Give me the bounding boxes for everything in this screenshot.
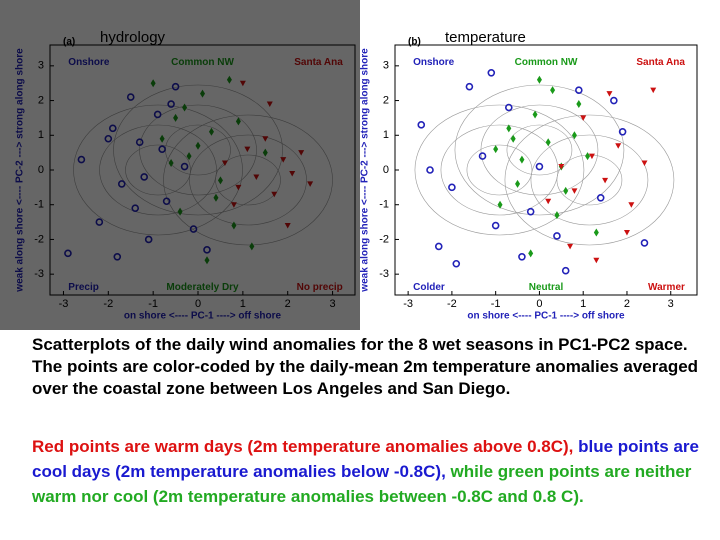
x-tick-label: 1 <box>580 298 586 310</box>
point <box>596 193 605 202</box>
legend-text-segment: while green points are neither warm nor … <box>32 462 692 506</box>
x-tick-label: -3 <box>403 298 413 310</box>
point <box>426 166 434 174</box>
plot-frame <box>394 44 698 296</box>
contour <box>504 114 675 246</box>
annotation: Colder <box>413 282 445 293</box>
point <box>518 253 526 261</box>
point <box>558 164 565 170</box>
point <box>641 160 648 167</box>
point <box>553 232 561 240</box>
y-tick-label: -1 <box>379 199 389 211</box>
point <box>615 143 622 149</box>
point <box>478 152 487 160</box>
point <box>576 100 582 109</box>
point <box>545 138 551 147</box>
dim-overlay <box>0 0 360 330</box>
point <box>628 202 635 208</box>
y-axis-label: weak along shore <---- PC-2 ---> strong … <box>360 48 371 293</box>
point <box>465 82 474 91</box>
point <box>588 153 595 160</box>
point <box>532 110 538 119</box>
annotation: Common NW <box>515 57 578 68</box>
point <box>519 155 525 164</box>
point <box>554 211 560 220</box>
legend-text-segment: blue points are cool days (2m temperatur… <box>32 437 700 481</box>
caption: Scatterplots of the daily wind anomalies… <box>32 335 699 398</box>
annotation: Santa Ana <box>636 57 685 68</box>
contour <box>506 124 573 176</box>
point <box>535 162 544 171</box>
y-tick-label: 1 <box>383 129 389 141</box>
scatter-panel: -3 -2 -1 0 1 2 3 -3 -2 -1 0 1 2 3 on shore <---- PC-1 … <box>360 29 698 322</box>
legend-text-segment: Red points are warm days (2m temperature… <box>32 437 574 456</box>
panel-title: temperature <box>445 29 526 46</box>
point <box>506 124 512 133</box>
point <box>536 75 542 84</box>
contour <box>440 124 559 216</box>
charts: -3 -2 -1 0 1 2 3 -3 -2 -1 0 1 2 3 on shore <---- PC-1 … <box>0 0 698 330</box>
point <box>550 86 556 95</box>
x-tick-label: 2 <box>624 298 630 310</box>
point <box>571 131 577 140</box>
point <box>491 221 500 230</box>
point <box>497 200 503 209</box>
point <box>650 87 657 94</box>
x-tick-label: -1 <box>491 298 501 310</box>
point <box>487 68 496 77</box>
y-tick-label: -3 <box>379 268 389 280</box>
contour <box>556 154 623 206</box>
point <box>417 121 426 129</box>
x-tick-label: 0 <box>536 298 542 310</box>
point <box>640 239 649 247</box>
point <box>434 242 443 251</box>
point <box>593 257 600 264</box>
point <box>452 259 461 268</box>
y-tick-label: -2 <box>379 233 389 245</box>
contour <box>530 134 649 226</box>
annotation: Onshore <box>413 57 455 68</box>
contour <box>454 84 625 216</box>
point <box>504 103 513 112</box>
point <box>593 228 599 237</box>
point <box>561 266 570 275</box>
point <box>510 134 516 143</box>
annotation: Warmer <box>648 282 685 293</box>
x-tick-label: 3 <box>668 298 674 310</box>
annotation: Neutral <box>529 282 564 293</box>
point <box>618 128 627 136</box>
point <box>580 115 587 121</box>
point <box>563 186 569 195</box>
color-legend-text: Red points are warm days (2m temperature… <box>32 434 712 509</box>
point <box>448 183 456 192</box>
point <box>602 177 609 184</box>
point <box>575 86 583 94</box>
x-axis-label: on shore <---- PC-1 ----> off shore <box>467 311 625 322</box>
contour <box>480 104 599 196</box>
y-tick-label: 3 <box>383 60 389 72</box>
point <box>606 91 613 97</box>
point <box>526 207 535 216</box>
point <box>528 249 534 258</box>
panel-label: (b) <box>408 37 421 48</box>
contour <box>414 104 585 236</box>
y-tick-label: 2 <box>383 94 389 106</box>
point <box>610 96 618 105</box>
y-tick-label: 0 <box>383 164 389 176</box>
point <box>567 243 574 250</box>
point <box>493 145 499 154</box>
point <box>623 230 630 236</box>
point <box>585 152 591 161</box>
point <box>515 179 521 188</box>
contour <box>466 144 533 196</box>
point <box>545 198 552 205</box>
point <box>571 188 578 194</box>
x-tick-label: -2 <box>447 298 457 310</box>
